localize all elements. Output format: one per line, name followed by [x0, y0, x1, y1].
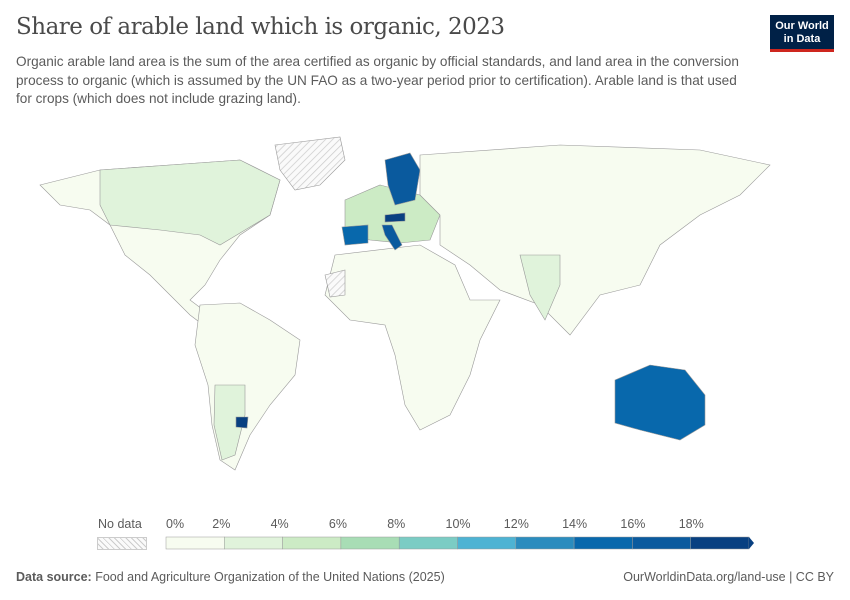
legend-bin[interactable] — [224, 536, 283, 550]
country-scandinavia[interactable] — [384, 152, 421, 206]
legend-no-data-label: No data — [98, 517, 142, 531]
owid-logo[interactable]: Our World in Data — [770, 15, 834, 52]
country-south-america[interactable] — [194, 302, 301, 471]
footer-source: Data source: Food and Agriculture Organi… — [16, 570, 445, 584]
chart-title: Share of arable land which is organic, 2… — [16, 14, 505, 40]
country-africa[interactable] — [324, 244, 501, 431]
legend-tick-label: 2% — [212, 517, 231, 531]
country-india[interactable] — [519, 254, 561, 321]
legend-tick-label: 12% — [503, 517, 529, 531]
legend-tick-label: 10% — [445, 517, 471, 531]
legend-bin[interactable] — [573, 536, 633, 550]
legend-tick-label: 0% — [166, 517, 185, 531]
country-uruguay[interactable] — [235, 416, 249, 429]
legend-bin[interactable] — [282, 536, 342, 550]
legend-tick-label: 18% — [678, 517, 704, 531]
legend-bin[interactable] — [515, 536, 575, 550]
legend-tick-label: 4% — [270, 517, 289, 531]
legend-bin[interactable] — [398, 536, 458, 550]
legend-bin[interactable] — [632, 536, 691, 550]
country-spain[interactable] — [341, 224, 369, 246]
country-argentina[interactable] — [213, 384, 246, 461]
legend-bin[interactable] — [457, 536, 517, 550]
country-austria[interactable] — [384, 212, 406, 223]
chart-subtitle: Organic arable land area is the sum of t… — [16, 54, 739, 106]
country-russia-asia[interactable] — [419, 144, 771, 336]
country-canada[interactable] — [99, 159, 281, 246]
country-western-sahara[interactable] — [324, 269, 346, 298]
legend: No data 0% 2% 4% 6% 8% 10% 12% 14% 16% 18% — [0, 515, 850, 555]
legend-no-data-swatch — [97, 537, 147, 550]
country-greenland[interactable] — [274, 136, 346, 191]
legend-bin[interactable] — [165, 536, 225, 550]
legend-tick-label: 14% — [562, 517, 588, 531]
footer-link[interactable]: OurWorldinData.org/land-use | CC BY — [623, 570, 834, 584]
legend-arrow — [749, 537, 754, 549]
legend-tick-label: 6% — [328, 517, 347, 531]
legend-bin[interactable] — [340, 536, 400, 550]
legend-bin[interactable] — [690, 536, 750, 550]
legend-tick-label: 8% — [387, 517, 406, 531]
country-italy[interactable] — [381, 224, 403, 251]
legend-tick-label: 16% — [620, 517, 646, 531]
country-australia[interactable] — [614, 364, 706, 441]
world-map[interactable] — [0, 125, 850, 515]
